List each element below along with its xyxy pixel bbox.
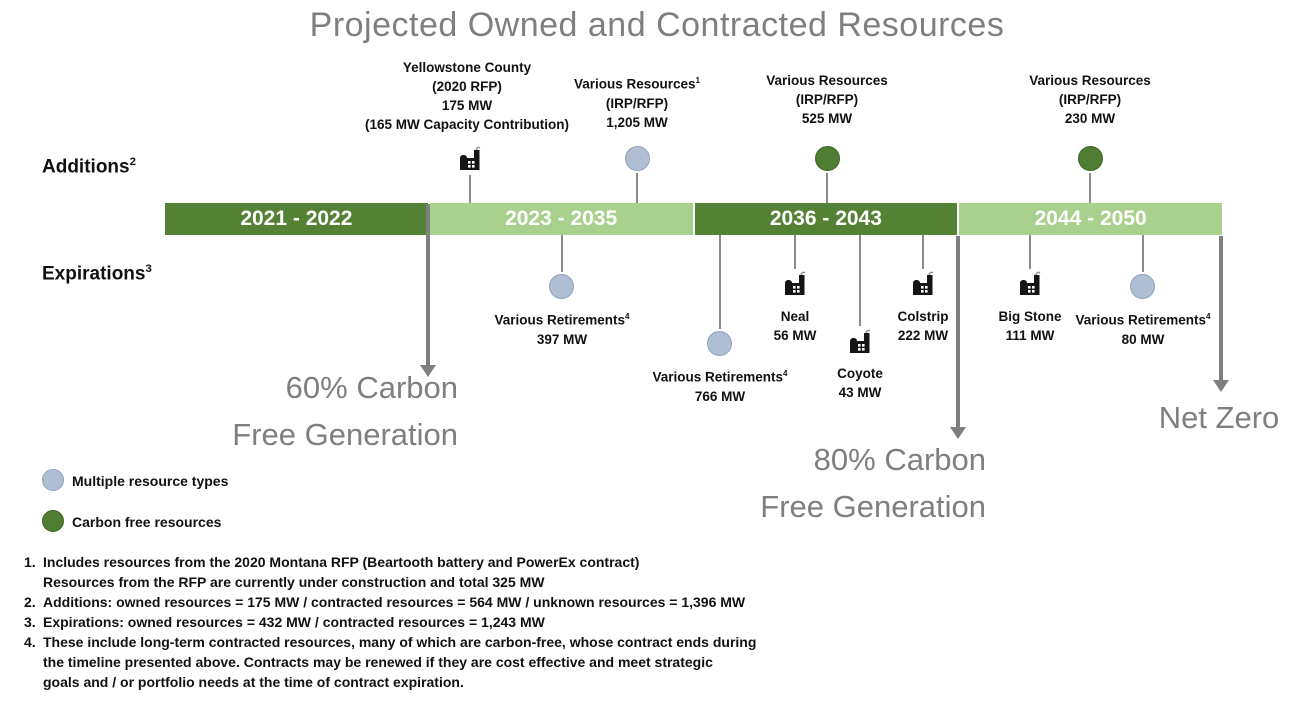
- connector-line: [1142, 235, 1144, 272]
- connector-line: [922, 235, 924, 269]
- multiple-resources-marker: [549, 274, 574, 299]
- factory-icon: [849, 329, 871, 354]
- connector-line: [859, 235, 861, 326]
- factory-icon: [784, 271, 806, 296]
- multiple-resources-marker: [707, 331, 732, 356]
- connector-line: [1089, 173, 1091, 203]
- footnote-4: 4. These include long-term contracted re…: [24, 634, 757, 690]
- milestone-60-percent-carbon-free: 60% Carbon Free Generation: [232, 370, 458, 452]
- additions-row-label: Additions2: [42, 156, 136, 178]
- footnotes: 1. Includes resources from the 2020 Mont…: [24, 552, 864, 692]
- expiration-label-various-retirements-80: Various Retirements4 80 MW: [1075, 312, 1211, 347]
- connector-line: [469, 175, 471, 203]
- connector-line: [561, 235, 563, 272]
- legend-multiple-resources-label: Multiple resource types: [72, 473, 229, 489]
- milestone-80-percent-carbon-free: 80% Carbon Free Generation: [760, 442, 986, 524]
- milestone-arrow-80-percent: [950, 236, 966, 439]
- timeline-bar: 2021 - 2022 2023 - 2035 2036 - 2043 2044…: [165, 203, 1222, 235]
- footnote-2: 2. Additions: owned resources = 175 MW /…: [24, 594, 746, 610]
- carbon-free-marker: [815, 146, 840, 171]
- expiration-label-colstrip: Colstrip 222 MW: [897, 309, 949, 343]
- page-title: Projected Owned and Contracted Resources: [309, 6, 1005, 44]
- connector-line: [636, 173, 638, 203]
- multiple-resources-marker: [1130, 274, 1155, 299]
- legend-carbon-free-icon: [42, 510, 64, 532]
- timeline-segment-2044-2050: 2044 - 2050: [959, 203, 1222, 235]
- milestone-arrow-net-zero: [1213, 236, 1229, 392]
- footnote-3: 3. Expirations: owned resources = 432 MW…: [24, 614, 545, 630]
- factory-icon: [1019, 271, 1041, 296]
- timeline-segment-2023-2035: 2023 - 2035: [429, 203, 693, 235]
- legend-carbon-free-label: Carbon free resources: [72, 514, 222, 530]
- expiration-label-various-retirements-766: Various Retirements4 766 MW: [652, 369, 788, 404]
- addition-label-various-resources-230: Various Resources (IRP/RFP) 230 MW: [1029, 73, 1151, 126]
- connector-line: [1029, 235, 1031, 269]
- expiration-label-neal: Neal 56 MW: [773, 309, 817, 343]
- expiration-label-various-retirements-397: Various Retirements4 397 MW: [494, 312, 630, 347]
- timeline-segment-2036-2043: 2036 - 2043: [694, 203, 958, 235]
- factory-icon: [912, 271, 934, 296]
- expiration-label-big-stone: Big Stone 111 MW: [998, 309, 1062, 343]
- expirations-row-label: Expirations3: [42, 263, 152, 285]
- factory-icon: [459, 146, 481, 171]
- addition-label-various-resources-525: Various Resources (IRP/RFP) 525 MW: [766, 73, 888, 126]
- milestone-arrow-60-percent: [420, 204, 436, 377]
- addition-label-yellowstone-county: Yellowstone County (2020 RFP) 175 MW (16…: [364, 60, 569, 132]
- footnote-1: 1. Includes resources from the 2020 Mont…: [24, 554, 640, 590]
- expiration-label-coyote: Coyote 43 MW: [837, 366, 883, 400]
- connector-line: [826, 173, 828, 203]
- connector-line: [719, 235, 721, 329]
- carbon-free-marker: [1078, 146, 1103, 171]
- timeline-segment-2021-2022: 2021 - 2022: [165, 203, 428, 235]
- connector-line: [794, 235, 796, 269]
- addition-label-various-resources-1205: Various Resources1 (IRP/RFP) 1,205 MW: [573, 76, 701, 130]
- milestone-net-zero: Net Zero: [1158, 400, 1280, 435]
- legend-multiple-resources-icon: [42, 469, 64, 491]
- multiple-resources-marker: [625, 146, 650, 171]
